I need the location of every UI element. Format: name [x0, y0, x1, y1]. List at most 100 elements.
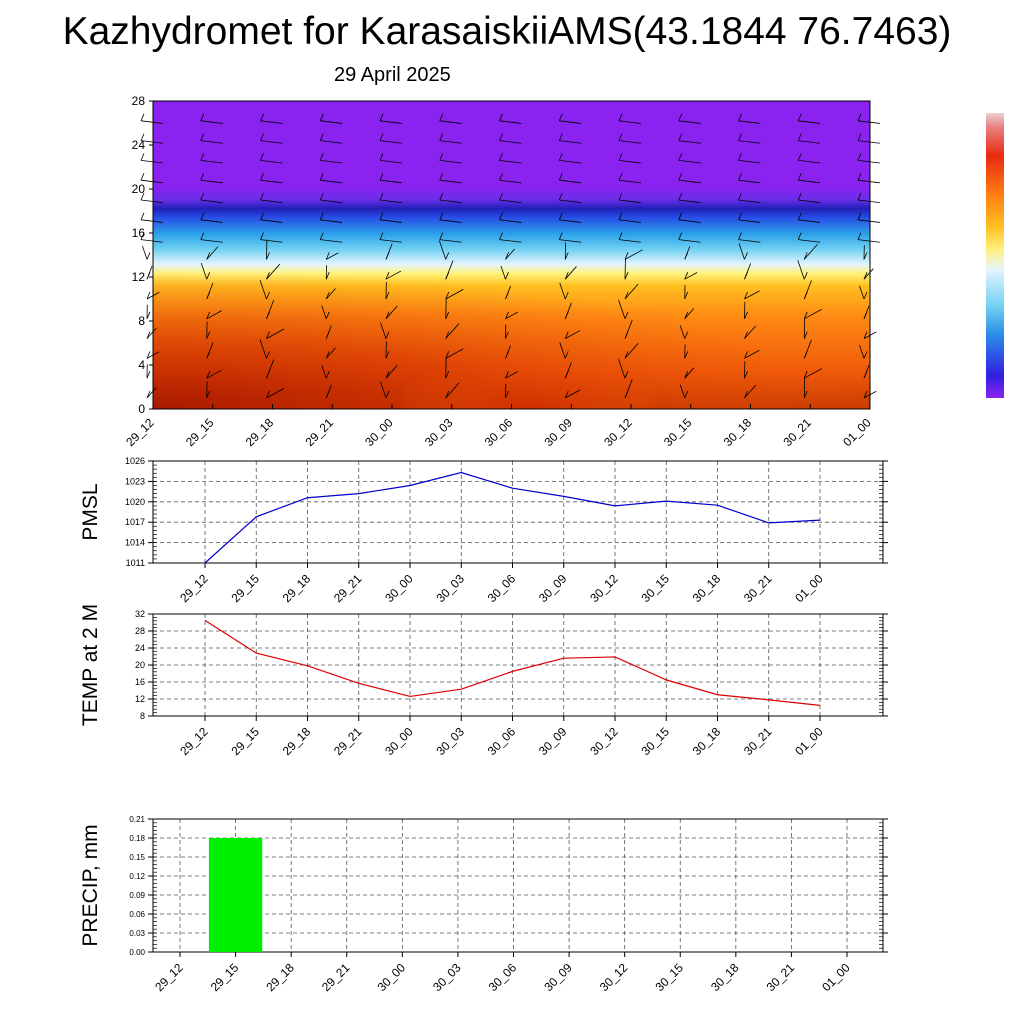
x-tick-label: 30_21: [741, 571, 775, 605]
y-tick-label: 1011: [126, 558, 145, 568]
wind-barb-flag: [505, 272, 509, 280]
wind-barb-flag: [385, 252, 390, 260]
wind-barb-flag: [678, 212, 683, 220]
wind-barb: [798, 239, 821, 243]
wind-barb-flag: [564, 351, 569, 359]
wind-barb-flag: [439, 153, 444, 161]
wind-barb-flag: [499, 173, 503, 181]
wind-barb-flag: [445, 331, 450, 339]
wind-barb-flag: [146, 331, 151, 339]
x-tick-label: 29_21: [319, 960, 353, 994]
wind-barb-flag: [319, 232, 324, 240]
wind-barb-flag: [140, 232, 145, 240]
x-tick-label: 01_00: [792, 571, 826, 605]
wind-barb: [200, 140, 223, 144]
wind-barb-flag: [325, 331, 330, 339]
x-tick-label: 30_12: [601, 415, 635, 449]
wind-barb-flag: [863, 272, 868, 280]
wind-barb: [445, 382, 460, 399]
wind-barb-flag: [146, 311, 151, 319]
y-tick-label: 20: [132, 182, 146, 196]
wind-barb: [140, 160, 163, 164]
x-tick-label: 29_12: [152, 960, 186, 994]
x-tick-label: 01_00: [819, 960, 853, 994]
wind-barb-flag: [684, 351, 689, 359]
wind-barb-flag: [744, 351, 748, 359]
wind-barb: [379, 160, 402, 164]
y-tick-label: 0.12: [129, 872, 145, 881]
wind-barb: [260, 219, 283, 223]
wind-barb-flag: [140, 153, 145, 161]
wind-barb-flag: [624, 272, 629, 280]
wind-barb-flag: [260, 153, 264, 161]
plot-frame: [152, 818, 884, 953]
y-tick-label: 1020: [125, 497, 145, 507]
wind-barb-flag: [439, 133, 444, 141]
wind-barb-flag: [863, 311, 868, 319]
wind-barb: [618, 239, 641, 243]
x-tick-label: 29_12: [177, 571, 211, 605]
chart-subtitle: 29 April 2025: [334, 64, 451, 86]
x-tick-label: 30_06: [482, 415, 516, 449]
wind-barb: [559, 120, 582, 124]
y-axis-label: TEMP at 2 M: [79, 604, 102, 726]
wind-barb-flag: [564, 272, 569, 280]
wind-barb-flag: [260, 192, 264, 201]
wind-barb-flag: [140, 212, 145, 220]
wind-barb-flag: [260, 133, 264, 141]
x-tick-label: 30_15: [652, 960, 686, 994]
x-tick-label: 30_12: [587, 571, 621, 605]
x-tick-label: 01_00: [792, 724, 826, 758]
plot-frame: [152, 613, 884, 717]
wind-barb: [618, 199, 641, 204]
wind-barb: [744, 349, 760, 359]
wind-barb-flag: [146, 252, 151, 260]
wind-barb-flag: [319, 153, 324, 161]
wind-barb-flag: [678, 173, 683, 181]
wind-barb-flag: [744, 311, 748, 319]
wind-barb-flag: [803, 351, 808, 359]
x-tick-label: 30_03: [433, 724, 467, 758]
wind-barb: [499, 160, 522, 164]
wind-barb-flag: [505, 371, 509, 379]
wind-barb-flag: [379, 133, 384, 141]
wind-barb-flag: [684, 252, 689, 260]
wind-barb-flag: [558, 232, 563, 240]
wind-barb: [738, 199, 761, 204]
wind-barb: [559, 199, 582, 204]
wind-barb: [624, 249, 643, 260]
wind-barb: [798, 179, 821, 184]
wind-barb: [863, 268, 874, 280]
y-tick-label: 0.03: [129, 929, 145, 938]
x-tick-label: 29_15: [208, 960, 242, 994]
wind-barb-flag: [564, 252, 569, 260]
wind-barb: [379, 219, 402, 223]
wind-barb-flag: [744, 371, 748, 379]
wind-barb: [565, 389, 581, 399]
x-tick-label: 30_03: [433, 571, 467, 605]
wind-barb-flag: [803, 390, 808, 399]
wind-barb-flag: [325, 291, 330, 300]
wind-barb-flag: [385, 390, 390, 399]
wind-barb-flag: [803, 291, 808, 300]
wind-barb: [804, 308, 822, 320]
x-tick-label: 30_03: [430, 960, 464, 994]
wind-barb-flag: [499, 212, 503, 220]
x-tick-label: 29_21: [302, 415, 336, 449]
wind-barb-flag: [499, 192, 503, 201]
wind-barb-flag: [558, 133, 563, 141]
wind-barb-flag: [445, 390, 450, 399]
wind-barb-flag: [445, 351, 450, 359]
wind-barb: [320, 120, 343, 124]
wind-barb: [379, 239, 402, 243]
wind-barb-flag: [146, 371, 151, 379]
x-tick-label: 29_15: [228, 571, 262, 605]
wind-barb-flag: [744, 272, 748, 280]
wind-barb: [439, 140, 462, 144]
y-tick-label: 24: [135, 643, 145, 653]
y-tick-label: 1014: [125, 538, 145, 548]
wind-barb: [804, 368, 822, 379]
wind-barb-flag: [385, 371, 390, 379]
y-tick-label: 0: [138, 402, 145, 416]
wind-barb-flag: [857, 173, 862, 181]
